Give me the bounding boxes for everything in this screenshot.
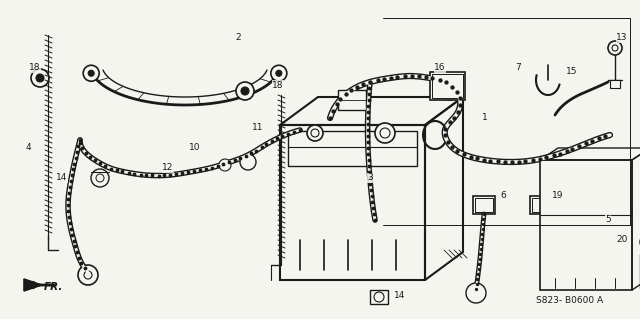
Text: 14: 14 (394, 291, 406, 300)
Text: 13: 13 (616, 33, 628, 42)
Text: 14: 14 (56, 174, 68, 182)
Circle shape (608, 41, 622, 55)
Circle shape (96, 174, 104, 182)
Text: 11: 11 (252, 123, 264, 132)
Text: 6: 6 (500, 191, 506, 201)
Bar (532, 198, 550, 212)
Bar (430, 72, 465, 100)
Text: 20: 20 (616, 235, 628, 244)
Text: FR.: FR. (44, 282, 63, 292)
Text: 5: 5 (605, 216, 611, 225)
Text: 18: 18 (272, 80, 284, 90)
Text: 12: 12 (163, 164, 173, 173)
Text: 18: 18 (29, 63, 41, 72)
Circle shape (380, 128, 390, 138)
Text: 16: 16 (435, 63, 445, 72)
Bar (540, 160, 632, 290)
Text: S823- B0600 A: S823- B0600 A (536, 296, 604, 305)
Text: 1: 1 (482, 114, 488, 122)
Circle shape (31, 69, 49, 87)
Bar (475, 198, 493, 212)
Circle shape (84, 271, 92, 279)
Text: 2: 2 (235, 33, 241, 42)
Circle shape (271, 65, 287, 81)
Circle shape (374, 292, 384, 302)
Text: 15: 15 (566, 68, 578, 77)
Circle shape (440, 80, 460, 100)
Bar (370, 290, 388, 304)
Bar (432, 74, 463, 98)
Circle shape (91, 169, 109, 187)
Circle shape (219, 159, 231, 171)
Polygon shape (24, 279, 42, 291)
Circle shape (36, 74, 44, 82)
Bar (280, 125, 425, 280)
Text: 19: 19 (552, 191, 564, 201)
Circle shape (78, 265, 98, 285)
Circle shape (466, 283, 486, 303)
Circle shape (236, 82, 254, 100)
Circle shape (88, 70, 94, 76)
Circle shape (612, 45, 618, 51)
Circle shape (307, 125, 323, 141)
Text: 4: 4 (25, 144, 31, 152)
Bar (288, 131, 417, 166)
Bar (473, 196, 495, 214)
Circle shape (240, 154, 256, 170)
Circle shape (241, 87, 249, 95)
Text: 10: 10 (189, 144, 201, 152)
Bar (530, 196, 552, 214)
Text: 3: 3 (367, 174, 373, 182)
Circle shape (83, 65, 99, 81)
Circle shape (276, 70, 282, 76)
Circle shape (311, 129, 319, 137)
Bar (610, 80, 620, 88)
Text: 7: 7 (515, 63, 521, 72)
Bar (338, 90, 366, 110)
Circle shape (375, 123, 395, 143)
